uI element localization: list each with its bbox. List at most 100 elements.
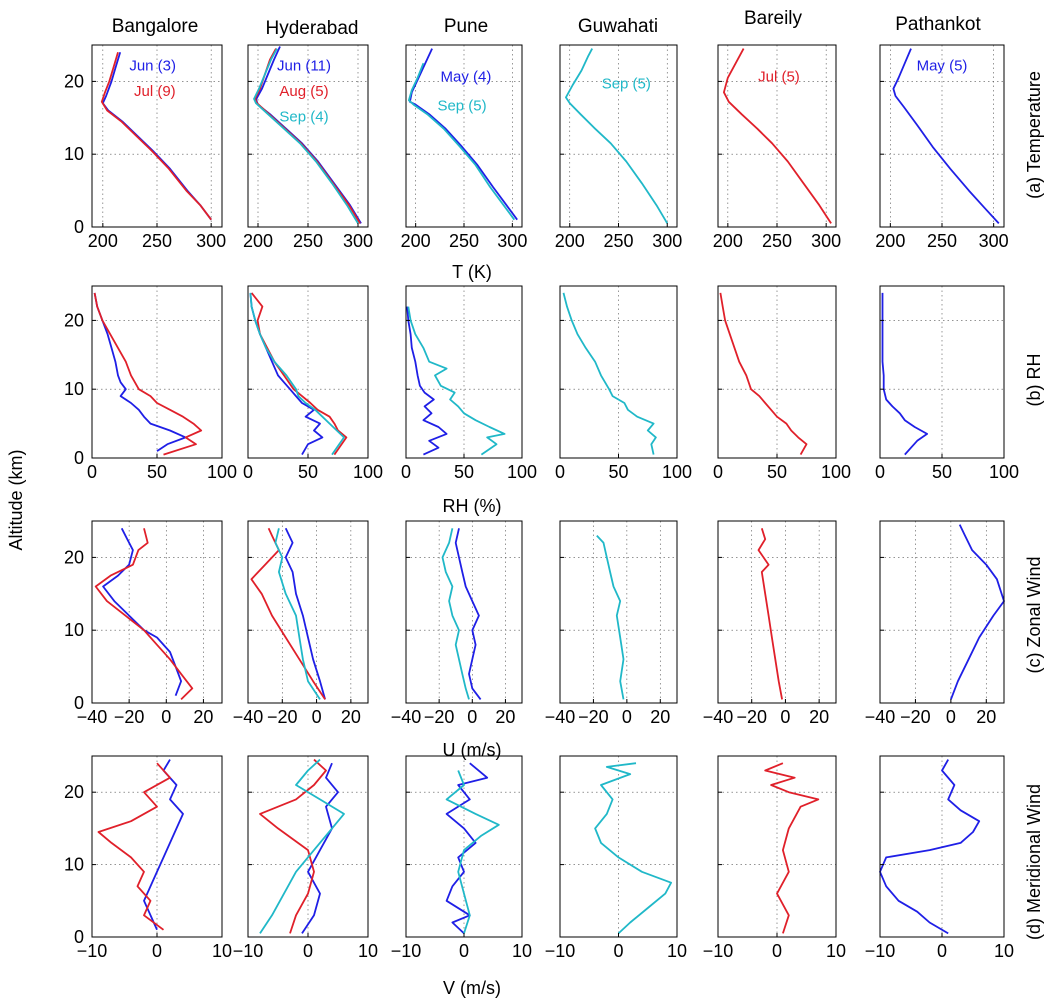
gridlines (248, 286, 368, 458)
x-tick-label: −20 (267, 707, 298, 727)
series-line-jun-3 (143, 759, 184, 931)
x-tick-label: 300 (652, 231, 682, 251)
x-tick-label: 10 (512, 941, 532, 961)
x-tick-label: 200 (401, 231, 431, 251)
x-tick-label: 250 (449, 231, 479, 251)
y-tick-label: 0 (74, 693, 84, 713)
panel-temperature-pathankot: 200 250 300 May (5) (875, 44, 1009, 251)
x-tick-label: −20 (114, 707, 145, 727)
legend-label-jun-11: Jun (11) (277, 57, 331, 74)
panel-meridional-wind-guwahati: −10 0 10 (545, 755, 687, 961)
x-tick-label: −10 (391, 941, 422, 961)
series-line-sep-4 (253, 48, 359, 224)
plot-frame (247, 520, 369, 704)
series-line-may-4 (409, 48, 518, 221)
x-tick-label: 10 (994, 941, 1014, 961)
legend-label-jul-9: Jul (9) (134, 83, 176, 100)
x-tick-label: 250 (293, 231, 323, 251)
gridlines (248, 45, 368, 227)
plot-frame (405, 520, 523, 704)
series-line-jul-9 (100, 52, 212, 221)
x-tick-label: 300 (196, 231, 226, 251)
x-tick-label: 250 (603, 231, 633, 251)
y-tick-label: 10 (64, 144, 84, 164)
panel-temperature-bangalore: 200 250 300 0 10 20 Jun (3) Jul (9) (64, 44, 226, 251)
x-tick-label: 50 (298, 462, 318, 482)
panel-zonal-wind-hyderabad: −40 −20 0 20 (233, 520, 369, 727)
series-line-sep-5 (441, 528, 470, 700)
x-tick-label: 10 (826, 941, 846, 961)
gridlines (92, 521, 222, 703)
x-tick-label: 200 (243, 231, 273, 251)
x-tick-label: −10 (865, 941, 896, 961)
x-tick-label: −40 (391, 707, 422, 727)
x-tick-label: 0 (87, 462, 97, 482)
plot-frame (559, 520, 678, 704)
series-line-sep-4 (249, 292, 345, 456)
x-tick-label: −40 (703, 707, 734, 727)
panel-zonal-wind-pune: −40 −20 0 20 (391, 520, 523, 727)
x-tick-label: 10 (358, 941, 378, 961)
x-tick-label: 50 (767, 462, 787, 482)
x-tick-label: −20 (578, 707, 609, 727)
x-tick-label: 300 (343, 231, 373, 251)
plot-frame (91, 520, 223, 704)
x-tick-label: 100 (662, 462, 692, 482)
x-tick-label: 0 (713, 462, 723, 482)
gridlines (560, 286, 677, 458)
row-label-rh: (b) RH (1024, 354, 1044, 407)
x-tick-label: 0 (312, 707, 322, 727)
gridlines (92, 45, 222, 227)
gridlines (880, 521, 1004, 703)
series-line-sep-5 (408, 62, 516, 221)
panel-rh-hyderabad: 0 50 100 (243, 285, 383, 482)
gridlines (406, 45, 522, 227)
series-line-sep-4 (274, 528, 321, 700)
x-tick-label: 100 (989, 462, 1019, 482)
series-line-jun-3 (93, 292, 187, 452)
series-line-may-5 (881, 292, 928, 456)
x-tick-label: 50 (608, 462, 628, 482)
panel-zonal-wind-bareily: −40 −20 0 20 (703, 520, 837, 727)
x-tick-label: 0 (875, 462, 885, 482)
x-tick-label: 200 (713, 231, 743, 251)
gridlines (718, 286, 836, 458)
series-line-jul-5 (723, 48, 832, 224)
x-tick-label: 0 (467, 707, 477, 727)
x-tick-label: 0 (401, 462, 411, 482)
gridlines (406, 756, 522, 937)
series-line-may-5 (892, 48, 1000, 225)
x-tick-label: 0 (780, 707, 790, 727)
x-tick-label: 250 (142, 231, 172, 251)
panel-meridional-wind-hyderabad: −10 0 10 (233, 755, 378, 961)
x-tick-label: 250 (762, 231, 792, 251)
y-tick-label: 20 (64, 310, 84, 330)
y-tick-label: 0 (74, 927, 84, 947)
gridlines (718, 45, 836, 227)
x-tick-label: −40 (545, 707, 576, 727)
x-tick-label: 20 (650, 707, 670, 727)
gridlines (248, 521, 368, 703)
x-tick-label: 20 (495, 707, 515, 727)
gridlines (880, 286, 1004, 458)
x-tick-label: −10 (77, 941, 108, 961)
x-tick-label: −20 (900, 707, 931, 727)
x-tick-label: 0 (946, 707, 956, 727)
series-line-may-4 (454, 528, 482, 700)
legend-label-jun-3: Jun (3) (129, 57, 176, 74)
panel-rh-pathankot: 0 50 100 (875, 285, 1019, 482)
x-tick-label: 0 (613, 941, 623, 961)
gridlines (92, 756, 222, 937)
gridlines (560, 45, 677, 227)
row-label-zonal-wind: (c) Zonal Wind (1024, 556, 1044, 673)
panel-zonal-wind-bangalore: −40 −20 0 20 0 10 20 (64, 520, 223, 727)
panel-temperature-guwahati: 200 250 300 Sep (5) (555, 44, 682, 251)
gridlines (406, 286, 522, 458)
station-title-pathankot: Pathankot (895, 14, 981, 35)
series-line-jun-11 (284, 527, 326, 700)
x-tick-label: 0 (303, 941, 313, 961)
x-tick-label: 100 (353, 462, 383, 482)
x-tick-label: 100 (507, 462, 537, 482)
plot-frame (717, 520, 837, 704)
